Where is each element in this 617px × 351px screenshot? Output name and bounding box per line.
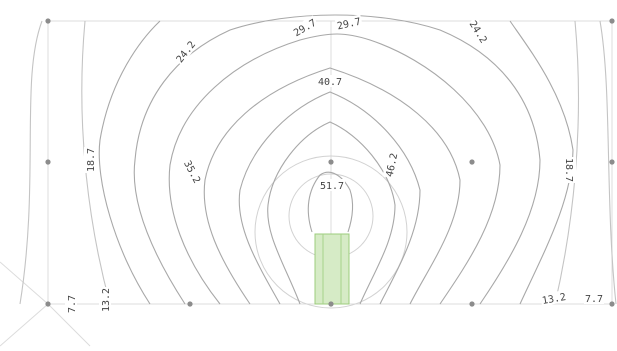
contour-label-18-7-left-group: 18.7 xyxy=(84,147,97,173)
corner-diagonal-3 xyxy=(47,303,91,347)
node-mid-center-right xyxy=(469,159,475,165)
contour-line-24-2 xyxy=(133,14,541,305)
contour-label-29-7-right-group: 29.7 xyxy=(334,14,363,33)
contour-line-35-2 xyxy=(203,67,461,305)
contour-label-7-7-right: 7.7 xyxy=(585,294,603,305)
node-bottom-center-left xyxy=(187,301,193,307)
contour-label-7-7-left: 7.7 xyxy=(67,295,78,313)
contour-label-13-2-right: 13.2 xyxy=(541,292,567,307)
contour-label-24-2-left-group: 24.2 xyxy=(172,37,198,66)
node-bottom-right xyxy=(609,301,615,307)
contour-label-40-7: 40.7 xyxy=(318,77,342,88)
contour-label-13-2-left-group: 13.2 xyxy=(99,287,112,313)
node-top-left xyxy=(45,18,51,24)
contour-label-7-7-left-group: 7.7 xyxy=(65,294,78,314)
contour-label-18-7-right-group: 18.7 xyxy=(563,157,576,183)
contour-line-29-7 xyxy=(168,33,501,305)
contour-label-51-7: 51.7 xyxy=(320,181,344,192)
node-mid-right xyxy=(609,159,615,165)
contour-label-24-2-right-group: 24.2 xyxy=(467,17,491,46)
contour-label-7-7-right-group: 7.7 xyxy=(584,292,604,305)
contour-label-18-7-left: 18.7 xyxy=(86,148,97,172)
node-mid-left xyxy=(45,159,51,165)
node-center xyxy=(328,159,334,165)
node-bottom-center-right xyxy=(469,301,475,307)
node-bottom-left xyxy=(45,301,51,307)
contour-label-46-2-group: 46.2 xyxy=(382,150,401,179)
contour-line-40-7 xyxy=(238,91,421,305)
contour-label-13-2-left: 13.2 xyxy=(101,288,112,312)
outer-circle xyxy=(254,155,408,309)
node-top-right xyxy=(609,18,615,24)
contour-line-51-7 xyxy=(307,171,354,233)
contour-label-29-7-right: 29.7 xyxy=(336,17,362,33)
corner-diagonal-1 xyxy=(0,261,49,305)
contour-label-51-7-group: 51.7 xyxy=(319,179,345,192)
node-bottom-center xyxy=(328,301,334,307)
contour-label-46-2: 46.2 xyxy=(385,152,401,178)
contour-line-18-7 xyxy=(98,20,574,305)
contour-label-13-2-right-group: 13.2 xyxy=(539,289,568,307)
contour-label-40-7-group: 40.7 xyxy=(317,75,343,88)
contour-line-7-7 xyxy=(19,20,617,305)
contour-line-46-2 xyxy=(267,121,396,305)
highlight-bar xyxy=(314,233,350,305)
contour-label-18-7-right: 18.7 xyxy=(563,158,574,182)
contour-label-35-2-group: 35.2 xyxy=(181,157,205,186)
corner-diagonal-2 xyxy=(0,303,49,347)
